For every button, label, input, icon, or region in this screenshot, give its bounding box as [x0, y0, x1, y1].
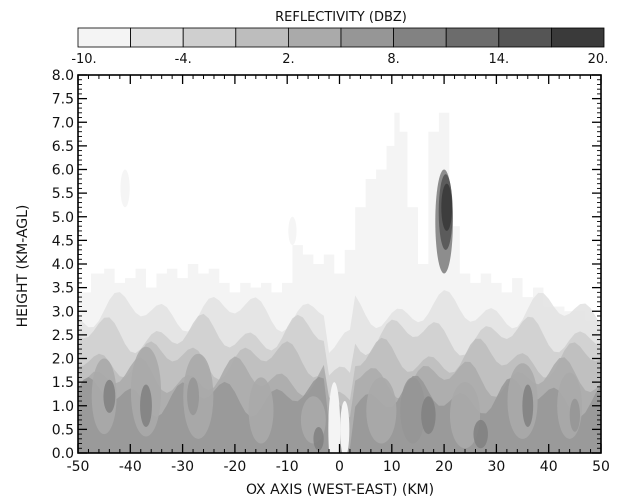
x-tick-label: -30 — [171, 459, 194, 475]
colorbar-title: REFLECTIVITY (DBZ) — [275, 10, 407, 25]
y-axis-label: HEIGHT (KM-AGL) — [15, 205, 31, 328]
y-tick-label: 5.0 — [52, 210, 74, 226]
reflectivity-cell — [103, 379, 116, 413]
y-tick-label: 4.5 — [52, 233, 74, 249]
reflectivity-cell — [288, 216, 297, 246]
reflectivity-cell — [473, 419, 488, 449]
y-tick-label: 0.0 — [52, 446, 74, 462]
y-tick-label: 1.5 — [52, 375, 74, 391]
colorbar-tick-label: -10. — [71, 52, 96, 67]
y-tick-label: 5.5 — [52, 186, 74, 202]
x-tick-label: 0 — [335, 459, 344, 475]
y-tick-label: 7.5 — [52, 92, 74, 108]
colorbar: REFLECTIVITY (DBZ) -10. -4. 2. 8. 14. 20. — [71, 10, 608, 67]
reflectivity-cell — [120, 169, 130, 208]
colorbar-tick-label: 14. — [488, 52, 509, 67]
reflectivity-cell — [522, 384, 534, 428]
colorbar-swatch — [498, 27, 552, 48]
y-tick-label: 2.5 — [52, 328, 74, 344]
reflectivity-cell — [449, 382, 481, 449]
colorbar-tick-label: -4. — [175, 52, 192, 67]
reflectivity-cell — [569, 398, 580, 432]
x-axis-label: OX AXIS (WEST-EAST) (KM) — [246, 482, 434, 498]
y-tick-label: 6.5 — [52, 139, 74, 155]
y-tick-label: 1.0 — [52, 399, 74, 415]
y-tick-label: 3.5 — [52, 281, 74, 297]
colorbar-swatch — [393, 27, 447, 48]
colorbar-swatch — [551, 27, 605, 48]
y-tick-label: 7.0 — [52, 115, 74, 131]
x-tick-label: -50 — [67, 459, 90, 475]
reflectivity-cell — [187, 377, 199, 416]
reflectivity-cell — [400, 377, 426, 444]
colorbar-tick-label: 2. — [282, 52, 294, 67]
weak-echo-notch — [340, 401, 350, 453]
colorbar-swatch — [77, 27, 131, 48]
y-tick-label: 6.0 — [52, 163, 74, 179]
colorbar-swatch — [235, 27, 289, 48]
reflectivity-cell — [313, 427, 324, 451]
colorbar-swatch — [340, 27, 394, 48]
reflectivity-cell — [366, 377, 397, 444]
x-tick-label: -10 — [276, 459, 299, 475]
reflectivity-cell — [140, 384, 152, 428]
y-tick-label: 2.0 — [52, 352, 74, 368]
x-tick-label: -20 — [223, 459, 246, 475]
plot-area: -50 -40 -30 -20 -10 0 10 20 30 40 50 0.0 0.5 1.0 1.5 2.… — [52, 68, 610, 475]
x-tick-label: 30 — [487, 459, 505, 475]
colorbar-swatch — [445, 27, 500, 48]
reflectivity-cell — [441, 183, 453, 231]
y-tick-label: 0.5 — [52, 422, 74, 438]
y-tick-label: 4.0 — [52, 257, 74, 273]
colorbar-swatch — [287, 27, 342, 48]
reflectivity-cell — [248, 377, 274, 444]
x-tick-label: 20 — [435, 459, 453, 475]
x-tick-label: 10 — [383, 459, 401, 475]
x-tick-label: -40 — [119, 459, 142, 475]
x-tick-label: 40 — [540, 459, 558, 475]
y-tick-label: 3.0 — [52, 304, 74, 320]
x-tick-label: 50 — [592, 459, 610, 475]
y-tick-label: 8.0 — [52, 68, 74, 84]
colorbar-swatch — [130, 27, 184, 48]
colorbar-swatch — [182, 27, 237, 48]
reflectivity-cell — [421, 396, 436, 435]
colorbar-tick-label: 8. — [387, 52, 399, 67]
colorbar-tick-label: 20. — [588, 52, 609, 67]
weak-echo-notch — [328, 382, 341, 453]
